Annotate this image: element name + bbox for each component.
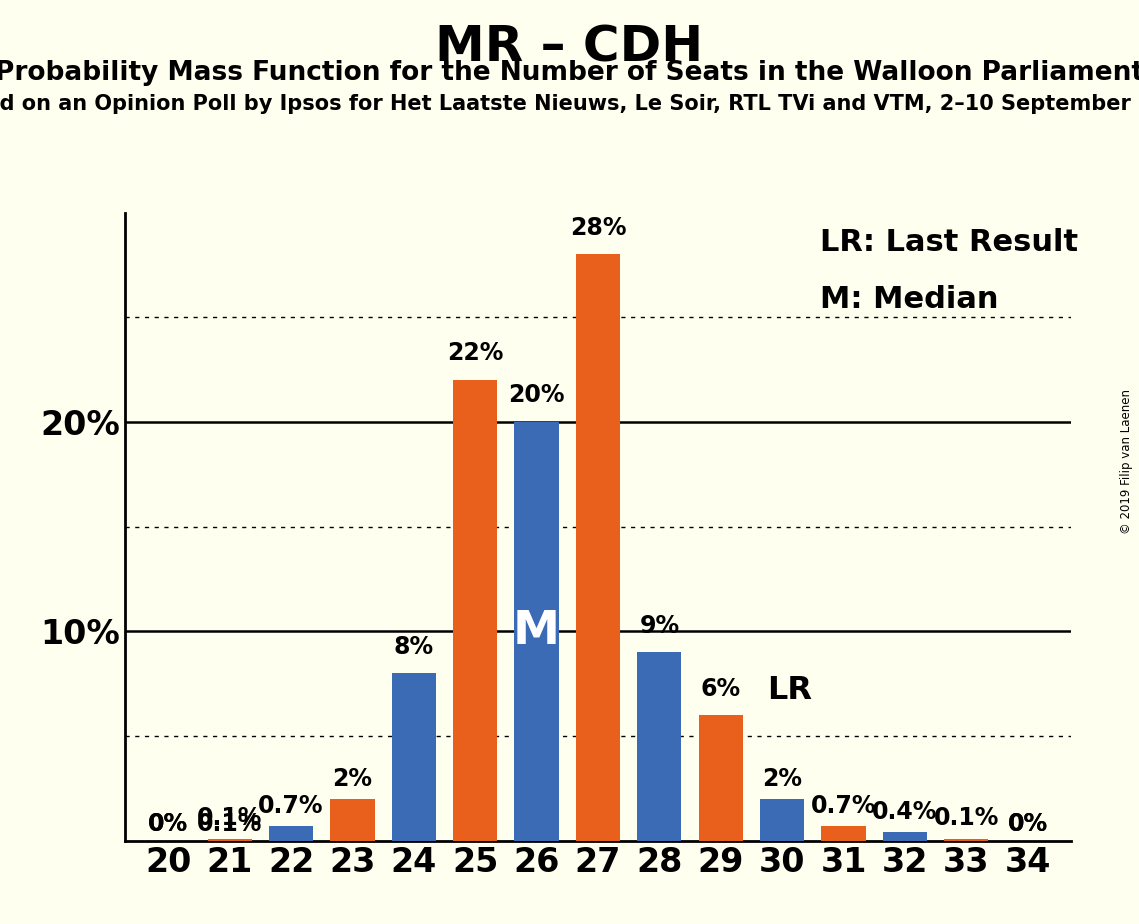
Text: LR: Last Result: LR: Last Result xyxy=(820,228,1079,257)
Bar xyxy=(392,674,436,841)
Bar xyxy=(698,715,743,841)
Text: 0.1%: 0.1% xyxy=(934,807,999,831)
Text: 0.7%: 0.7% xyxy=(259,794,323,818)
Text: M: M xyxy=(513,609,560,654)
Text: 0.4%: 0.4% xyxy=(872,800,937,824)
Bar xyxy=(269,826,313,841)
Bar xyxy=(576,254,620,841)
Bar xyxy=(453,380,498,841)
Bar xyxy=(637,652,681,841)
Text: 20%: 20% xyxy=(508,383,565,407)
Text: 0.1%: 0.1% xyxy=(197,807,262,831)
Text: 8%: 8% xyxy=(394,635,434,659)
Text: 0%: 0% xyxy=(1008,811,1048,835)
Text: 28%: 28% xyxy=(570,215,626,239)
Text: 22%: 22% xyxy=(446,341,503,365)
Text: 0%: 0% xyxy=(148,811,188,835)
Text: MR – CDH: MR – CDH xyxy=(435,23,704,71)
Bar xyxy=(760,799,804,841)
Bar xyxy=(207,839,252,841)
Bar xyxy=(883,833,927,841)
Text: 6%: 6% xyxy=(700,676,740,700)
Text: 0.1%: 0.1% xyxy=(197,811,262,835)
Text: 0.7%: 0.7% xyxy=(811,794,876,818)
Bar xyxy=(944,839,989,841)
Text: LR: LR xyxy=(767,675,812,706)
Bar xyxy=(821,826,866,841)
Text: © 2019 Filip van Laenen: © 2019 Filip van Laenen xyxy=(1121,390,1133,534)
Text: 2%: 2% xyxy=(333,767,372,791)
Text: 2%: 2% xyxy=(762,767,802,791)
Text: M: Median: M: Median xyxy=(820,285,999,314)
Text: 9%: 9% xyxy=(639,614,680,638)
Bar xyxy=(330,799,375,841)
Text: Probability Mass Function for the Number of Seats in the Walloon Parliament: Probability Mass Function for the Number… xyxy=(0,60,1139,86)
Bar xyxy=(515,422,559,841)
Text: 0%: 0% xyxy=(148,811,188,835)
Text: Based on an Opinion Poll by Ipsos for Het Laatste Nieuws, Le Soir, RTL TVi and V: Based on an Opinion Poll by Ipsos for He… xyxy=(0,94,1139,115)
Text: 0%: 0% xyxy=(1008,811,1048,835)
